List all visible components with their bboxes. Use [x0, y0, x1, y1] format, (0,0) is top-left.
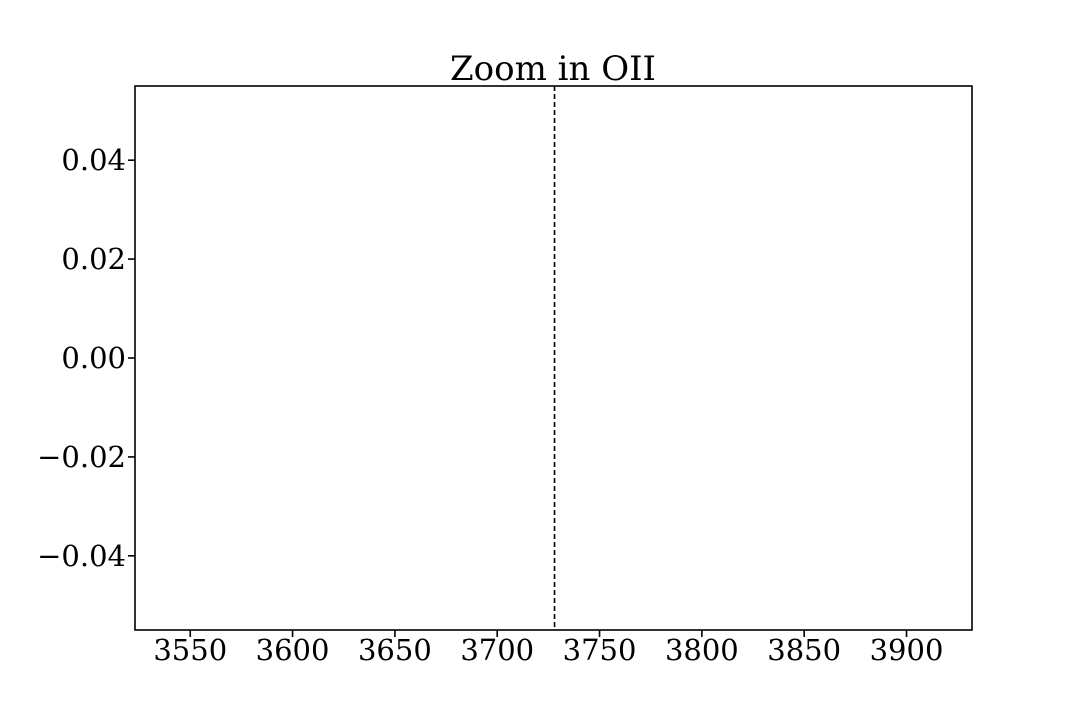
x-tick-label-4: 3750 — [563, 633, 637, 667]
plot-area-frame — [134, 85, 973, 631]
x-tick-label-1: 3600 — [256, 633, 330, 667]
chart-title: Zoom in OII — [450, 49, 656, 89]
y-tick-label-2: 0.00 — [61, 341, 126, 375]
x-tick-label-3: 3700 — [460, 633, 534, 667]
x-tick-label-2: 3650 — [358, 633, 432, 667]
x-axis-ticks: 3550 3600 3650 3700 3750 3800 3850 3900 — [153, 630, 943, 667]
y-tick-label-0: 0.04 — [61, 143, 126, 177]
y-tick-label-1: 0.02 — [61, 242, 126, 276]
y-tick-label-4: −0.04 — [37, 539, 126, 573]
x-tick-label-7: 3900 — [870, 633, 944, 667]
y-tick-label-3: −0.02 — [37, 440, 126, 474]
x-tick-label-5: 3800 — [665, 633, 739, 667]
y-axis-ticks: 0.04 0.02 0.00 −0.02 −0.04 — [37, 143, 135, 573]
x-tick-label-0: 3550 — [153, 633, 227, 667]
x-tick-label-6: 3850 — [767, 633, 841, 667]
